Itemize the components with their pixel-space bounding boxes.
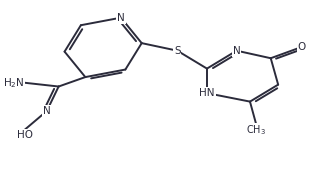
Text: HO: HO [16, 130, 33, 140]
Text: S: S [174, 46, 181, 56]
Text: N: N [117, 13, 125, 23]
Text: CH$_3$: CH$_3$ [246, 123, 266, 137]
Text: N: N [233, 46, 241, 56]
Text: H$_2$N: H$_2$N [3, 76, 24, 90]
Text: N: N [43, 106, 51, 116]
Text: O: O [298, 42, 306, 52]
Text: HN: HN [199, 88, 215, 98]
